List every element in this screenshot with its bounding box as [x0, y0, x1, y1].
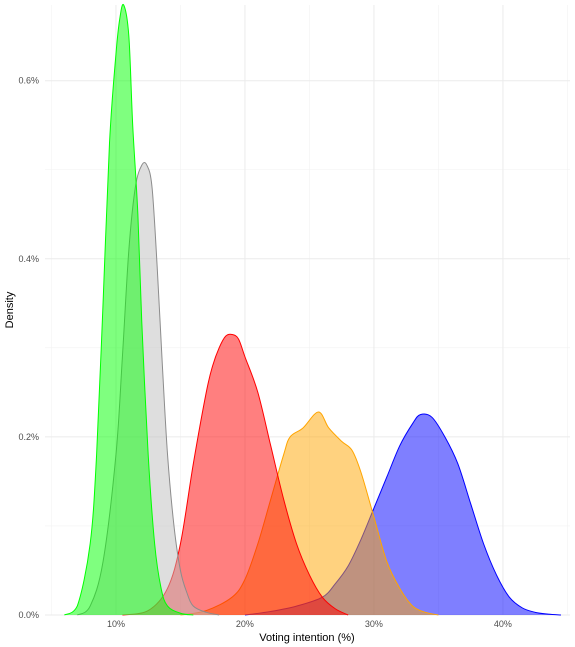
x-tick-label: 20% — [236, 619, 254, 629]
x-tick-label: 40% — [494, 619, 512, 629]
y-tick-label: 0.4% — [18, 254, 39, 264]
x-tick-label: 10% — [107, 619, 125, 629]
density-area-series-2 — [180, 411, 439, 615]
y-axis-title: Density — [4, 291, 16, 328]
density-areas — [64, 3, 562, 616]
density-area-series-1 — [244, 414, 561, 615]
y-tick-label: 0.6% — [18, 76, 39, 86]
x-tick-label: 30% — [365, 619, 383, 629]
density-area-series-3 — [122, 334, 349, 615]
y-tick-label: 0.0% — [18, 610, 39, 620]
y-axis-ticks: 0.0% 0.2% 0.4% 0.6% — [18, 76, 39, 620]
density-line-series-3 — [122, 333, 349, 616]
x-axis-ticks: 10% 20% 30% 40% — [107, 619, 512, 629]
density-line-series-5 — [64, 3, 194, 616]
y-tick-label: 0.2% — [18, 432, 39, 442]
x-axis-title: Voting intention (%) — [259, 632, 354, 644]
